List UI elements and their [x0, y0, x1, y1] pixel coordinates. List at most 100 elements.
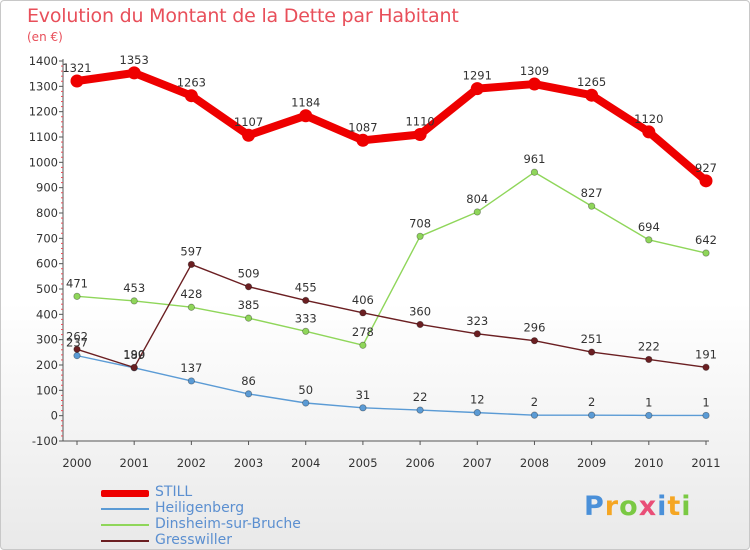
data-point [130, 363, 138, 372]
data-point [416, 320, 424, 329]
data-label: 1110 [405, 114, 434, 128]
data-label: 1291 [463, 69, 492, 83]
data-point [359, 341, 367, 349]
logo-letter: P [584, 491, 605, 522]
data-point [73, 352, 81, 360]
data-label: 189 [123, 348, 145, 362]
data-label: 137 [180, 361, 202, 375]
y-tick-label: 1000 [29, 155, 58, 169]
line-chart: -100 0 100 200 300 400 500 600 700 800 900 1000 1100… [29, 53, 721, 470]
data-label: 1087 [348, 120, 377, 134]
data-point [302, 296, 310, 304]
y-tick-label: 1100 [29, 130, 58, 144]
x-tick-label: 2004 [291, 456, 320, 470]
data-point [645, 236, 653, 244]
legend-item-dinsheim: Dinsheim-sur-Bruche [101, 516, 401, 533]
x-tick-label: 2007 [463, 456, 492, 470]
data-label: 251 [581, 332, 603, 346]
data-label: 597 [180, 244, 202, 258]
data-point [470, 82, 484, 96]
data-label: 1107 [234, 115, 263, 129]
y-tick-label: 600 [36, 257, 58, 271]
x-tick-label: 2005 [348, 456, 377, 470]
data-point [73, 345, 81, 353]
data-label: 191 [695, 347, 717, 361]
data-point [702, 411, 710, 420]
legend-item-gresswiller: Gresswiller [101, 532, 401, 549]
y-tick-label: 800 [36, 206, 58, 220]
legend-swatch-still [101, 490, 149, 497]
series-line-still [73, 68, 710, 185]
data-point [127, 66, 141, 80]
y-tick-label: 1400 [29, 54, 58, 68]
logo-letter: t [667, 491, 682, 522]
data-point [130, 297, 138, 305]
data-label: 86 [241, 374, 256, 388]
data-label: 1 [702, 395, 709, 409]
data-point [413, 127, 427, 141]
y-tick-label: 400 [36, 307, 58, 321]
y-tick-label: 500 [36, 282, 58, 296]
x-tick-label: 2003 [234, 456, 263, 470]
y-tick-label: 900 [36, 181, 58, 195]
data-point [702, 363, 710, 371]
data-label: 453 [123, 281, 145, 295]
data-label: 1120 [634, 112, 663, 126]
data-point [356, 133, 370, 147]
data-label: 1184 [291, 96, 320, 110]
data-point [585, 88, 599, 102]
data-point [588, 348, 596, 356]
data-point [645, 355, 653, 364]
x-tick-label: 2010 [634, 456, 663, 470]
data-label: 2 [588, 395, 595, 409]
data-label: 827 [581, 186, 603, 200]
x-tick-label: 2002 [177, 456, 206, 470]
data-point [642, 125, 656, 139]
data-point [530, 411, 539, 419]
legend-label-still: STILL [155, 484, 193, 500]
data-point [473, 409, 481, 417]
data-point [588, 202, 596, 210]
data-label: 50 [298, 383, 313, 397]
data-point [702, 249, 710, 257]
y-tick-label: -100 [32, 434, 58, 448]
data-label: 428 [180, 287, 202, 301]
data-label: 323 [466, 314, 488, 328]
data-point [473, 208, 481, 216]
y-tick-label: 700 [36, 231, 58, 245]
legend-label-dinsheim: Dinsheim-sur-Bruche [155, 516, 301, 532]
legend-swatch-heiligenberg [101, 508, 149, 510]
data-label: 360 [409, 304, 431, 318]
x-tick-label: 2008 [520, 456, 549, 470]
data-label: 333 [295, 311, 317, 325]
data-point [588, 411, 596, 419]
data-label: 471 [66, 276, 88, 290]
legend-label-gresswiller: Gresswiller [155, 532, 232, 548]
data-label: 455 [295, 280, 317, 294]
data-label: 385 [238, 298, 260, 312]
y-tick-label: 200 [36, 358, 58, 372]
data-point [244, 283, 253, 291]
data-label: 694 [638, 220, 660, 234]
data-label: 642 [695, 233, 717, 247]
legend-swatch-dinsheim [101, 524, 149, 526]
data-point [530, 168, 539, 176]
data-point [699, 174, 713, 188]
x-tick-label: 2006 [405, 456, 434, 470]
data-label: 237 [66, 336, 88, 350]
data-label: 262 [66, 329, 88, 343]
data-point [73, 292, 81, 300]
logo-letter: r [604, 491, 620, 522]
y-tick-label: 300 [36, 333, 58, 347]
x-tick-label: 2000 [62, 456, 91, 470]
legend-item-heiligenberg: Heiligenberg [101, 500, 401, 517]
logo-letter: o [619, 491, 639, 522]
data-label: 190 [123, 348, 145, 362]
data-point [416, 406, 424, 414]
proxiti-logo: Proxiti [584, 491, 692, 522]
data-label: 222 [638, 339, 660, 353]
legend-item-still: STILL [101, 484, 401, 501]
data-label: 22 [413, 390, 428, 404]
data-point [187, 260, 195, 269]
data-label: 1353 [120, 53, 149, 67]
